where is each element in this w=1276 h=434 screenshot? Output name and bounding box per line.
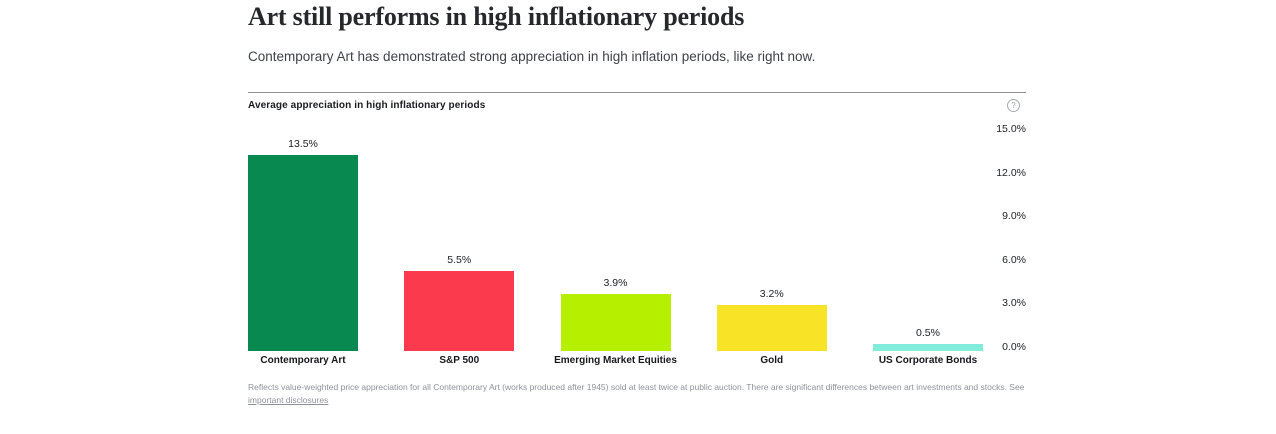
- footnote: Reflects value-weighted price appreciati…: [248, 381, 1026, 407]
- bar-s-p-500: [404, 271, 515, 351]
- footnote-text: Reflects value-weighted price appreciati…: [248, 382, 1025, 392]
- bar-us-corporate-bonds: [873, 343, 983, 351]
- bar-value-label: 3.9%: [603, 277, 628, 290]
- y-tick-label: 15.0%: [996, 123, 1026, 135]
- bar-chart: 13.5% 5.5% 3.9% 3.2% 0.5% 0.0% 3.0% 6.0% 9.0% 12…: [248, 121, 1026, 353]
- question-mark-icon[interactable]: ?: [1007, 99, 1020, 112]
- chart-heading: Average appreciation in high inflationar…: [248, 100, 486, 111]
- bar-contemporary-art: [248, 154, 358, 351]
- page-subtitle: Contemporary Art has demonstrated strong…: [248, 49, 816, 64]
- bar-group-us-corporate-bonds: 0.5%: [873, 121, 983, 351]
- category-label-contemporary-art: Contemporary Art: [260, 355, 346, 366]
- y-axis: 0.0% 3.0% 6.0% 9.0% 12.0% 15.0%: [983, 121, 1026, 353]
- important-disclosures-link[interactable]: important disclosures: [248, 395, 329, 405]
- category-cell: Gold: [717, 355, 827, 366]
- bar-group-contemporary-art: 13.5%: [248, 121, 358, 351]
- bar-group-emerging-market-equities: 3.9%: [560, 121, 671, 351]
- content-column: Art still performs in high inflationary …: [248, 0, 1026, 434]
- category-label-emerging-market-equities: Emerging Market Equities: [554, 355, 677, 366]
- y-tick-label: 3.0%: [1002, 297, 1026, 310]
- y-tick-label: 0.0%: [1002, 341, 1026, 353]
- bar-value-label: 3.2%: [759, 287, 784, 300]
- y-tick-label: 12.0%: [996, 166, 1026, 179]
- bar-value-label: 5.5%: [447, 254, 472, 267]
- bar-emerging-market-equities: [560, 294, 671, 351]
- category-cell: US Corporate Bonds: [873, 355, 983, 366]
- category-label-us-corporate-bonds: US Corporate Bonds: [878, 355, 978, 366]
- category-cell: Contemporary Art: [248, 355, 358, 366]
- bar-group-gold: 3.2%: [716, 121, 827, 351]
- bar-value-label: 0.5%: [916, 326, 940, 339]
- y-tick-label: 9.0%: [1002, 210, 1026, 223]
- divider: [248, 92, 1026, 93]
- bar-value-label: 13.5%: [288, 137, 318, 150]
- plot-area: 13.5% 5.5% 3.9% 3.2% 0.5%: [248, 121, 983, 351]
- category-label-gold: Gold: [760, 355, 784, 366]
- bar-group-s-p-500: 5.5%: [404, 121, 515, 351]
- y-tick-label: 6.0%: [1002, 253, 1026, 266]
- category-label-s-p-500: S&P 500: [439, 355, 480, 366]
- category-cell: S&P 500: [404, 355, 514, 366]
- category-row: Contemporary Art S&P 500 Emerging Market E…: [248, 355, 983, 366]
- chart-header: Average appreciation in high inflationar…: [248, 99, 1026, 112]
- page-title: Art still performs in high inflationary …: [248, 2, 745, 31]
- category-cell: Emerging Market Equities: [554, 355, 677, 366]
- bar-gold: [716, 304, 827, 351]
